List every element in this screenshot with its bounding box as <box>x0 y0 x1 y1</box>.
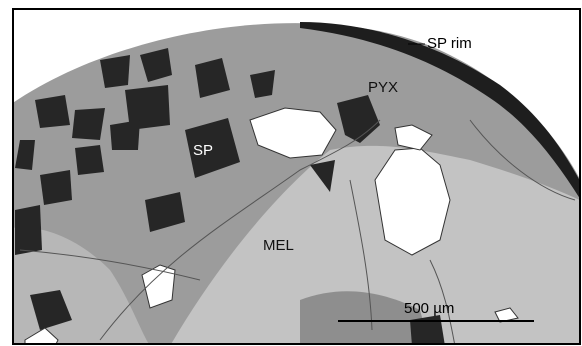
page: SP rim PYX SP MEL 500 µm (() => { const … <box>0 0 582 346</box>
label-sp-rim: SP rim <box>427 35 472 52</box>
label-mel: MEL <box>263 237 294 254</box>
label-sp: SP <box>193 142 213 159</box>
sample-image <box>0 0 582 346</box>
scale-bar-label: 500 µm <box>404 300 454 317</box>
label-pyx: PYX <box>368 79 398 96</box>
micrograph: SP rim PYX SP MEL 500 µm <box>0 0 582 346</box>
